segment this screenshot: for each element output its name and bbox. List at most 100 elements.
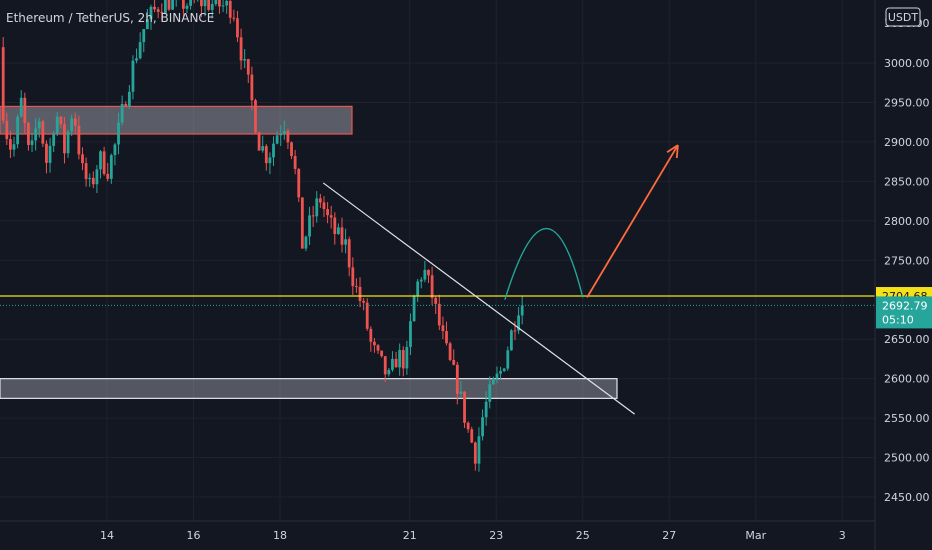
candle-down [91, 177, 95, 185]
candle-up [502, 368, 506, 372]
candle-down [218, 0, 221, 7]
candle-down [124, 103, 128, 107]
candle-down [430, 275, 434, 298]
candle-up [506, 350, 510, 369]
candle-up [185, 5, 189, 9]
candle-down [1, 47, 5, 121]
candle-up [491, 378, 495, 385]
resistance-zone [0, 105, 353, 135]
candle-down [250, 74, 254, 101]
candle-up [398, 350, 402, 368]
candle-down [293, 156, 297, 169]
candle-up [419, 279, 423, 282]
currency-button[interactable]: USDT [885, 7, 921, 27]
projection-arrow-head [666, 144, 679, 153]
candle-up [109, 155, 113, 179]
candle-down [445, 331, 448, 344]
projection-arrow [586, 144, 679, 298]
last-price-badge [876, 296, 932, 329]
candle-up [113, 144, 117, 156]
candle-up [189, 0, 193, 6]
candle-down [9, 139, 12, 150]
candle-up [520, 305, 524, 316]
projection-arrow-head [675, 144, 679, 159]
grid-lines [0, 0, 875, 521]
candle-down [340, 227, 344, 245]
candle-down [311, 215, 315, 217]
time-tick-label: 3 [839, 529, 846, 542]
candle-down [463, 391, 466, 423]
candle-up [55, 116, 59, 134]
candle-up [268, 157, 272, 164]
candle-down [167, 0, 171, 10]
descending-trendline [322, 182, 636, 415]
candle-down [228, 0, 232, 18]
time-tick-label: 25 [576, 529, 590, 542]
candle-up [48, 145, 52, 163]
candle-down [383, 356, 387, 375]
candle-down [365, 302, 369, 329]
candle-down [513, 330, 517, 332]
candle-up [304, 236, 308, 249]
candle-down [427, 269, 430, 276]
candle-down [41, 121, 45, 144]
candle-up [344, 239, 347, 245]
time-axis[interactable]: 14 16 18 21 23 25 27 Mar 3 [100, 529, 846, 542]
candle-up [16, 116, 20, 145]
candle-down [362, 300, 366, 303]
candle-down [351, 267, 355, 287]
candle-up [279, 134, 283, 136]
candle-up [138, 42, 142, 59]
candle-down [254, 100, 257, 133]
candle-down [239, 37, 243, 61]
drawings [0, 144, 875, 415]
candle-up [95, 169, 99, 185]
candle-down [45, 143, 48, 163]
currency-button-label[interactable]: USDT [888, 11, 919, 24]
time-tick-label: Mar [745, 529, 766, 542]
candle-up [149, 6, 153, 20]
candle-up [203, 0, 207, 7]
time-tick-label: 21 [403, 529, 417, 542]
currency-button-frame[interactable] [885, 7, 921, 27]
last-price-label: 2692.79 [882, 299, 928, 312]
candle-up [120, 103, 124, 123]
candle-up [275, 135, 279, 144]
candle-up [30, 140, 34, 145]
candle-down [333, 217, 337, 235]
candle-up [12, 144, 16, 150]
candle-up [261, 146, 265, 151]
candle-up [409, 321, 412, 347]
candle-down [347, 239, 351, 268]
candle-down [358, 286, 362, 301]
candle-down [73, 118, 77, 126]
candle-down [5, 120, 9, 140]
candle-down [236, 18, 239, 38]
candle-up [499, 371, 502, 374]
candle-up [210, 4, 214, 10]
candle-down [23, 97, 27, 124]
time-tick-label: 23 [489, 529, 503, 542]
candle-up [127, 91, 131, 107]
candle-down [257, 132, 261, 151]
price-tick-label: 2850.00 [884, 175, 930, 188]
candle-down [470, 429, 474, 443]
candle-up [481, 417, 484, 437]
candle-down [153, 6, 156, 10]
candle-down [466, 422, 470, 430]
candle-up [495, 373, 499, 379]
candle-up [225, 0, 229, 6]
candle-down [437, 303, 441, 326]
candle-down [326, 209, 329, 216]
candle-up [145, 19, 149, 30]
candle-up [135, 58, 138, 61]
candle-down [441, 325, 445, 332]
candle-down [63, 124, 66, 154]
candle-down [401, 350, 405, 369]
candle-up [88, 177, 92, 180]
candle-up [459, 391, 463, 394]
price-tick-label: 2650.00 [884, 333, 930, 346]
price-axis[interactable]: 3000.00 2950.00 2900.00 2850.00 2800.00 2750.… [884, 17, 930, 504]
